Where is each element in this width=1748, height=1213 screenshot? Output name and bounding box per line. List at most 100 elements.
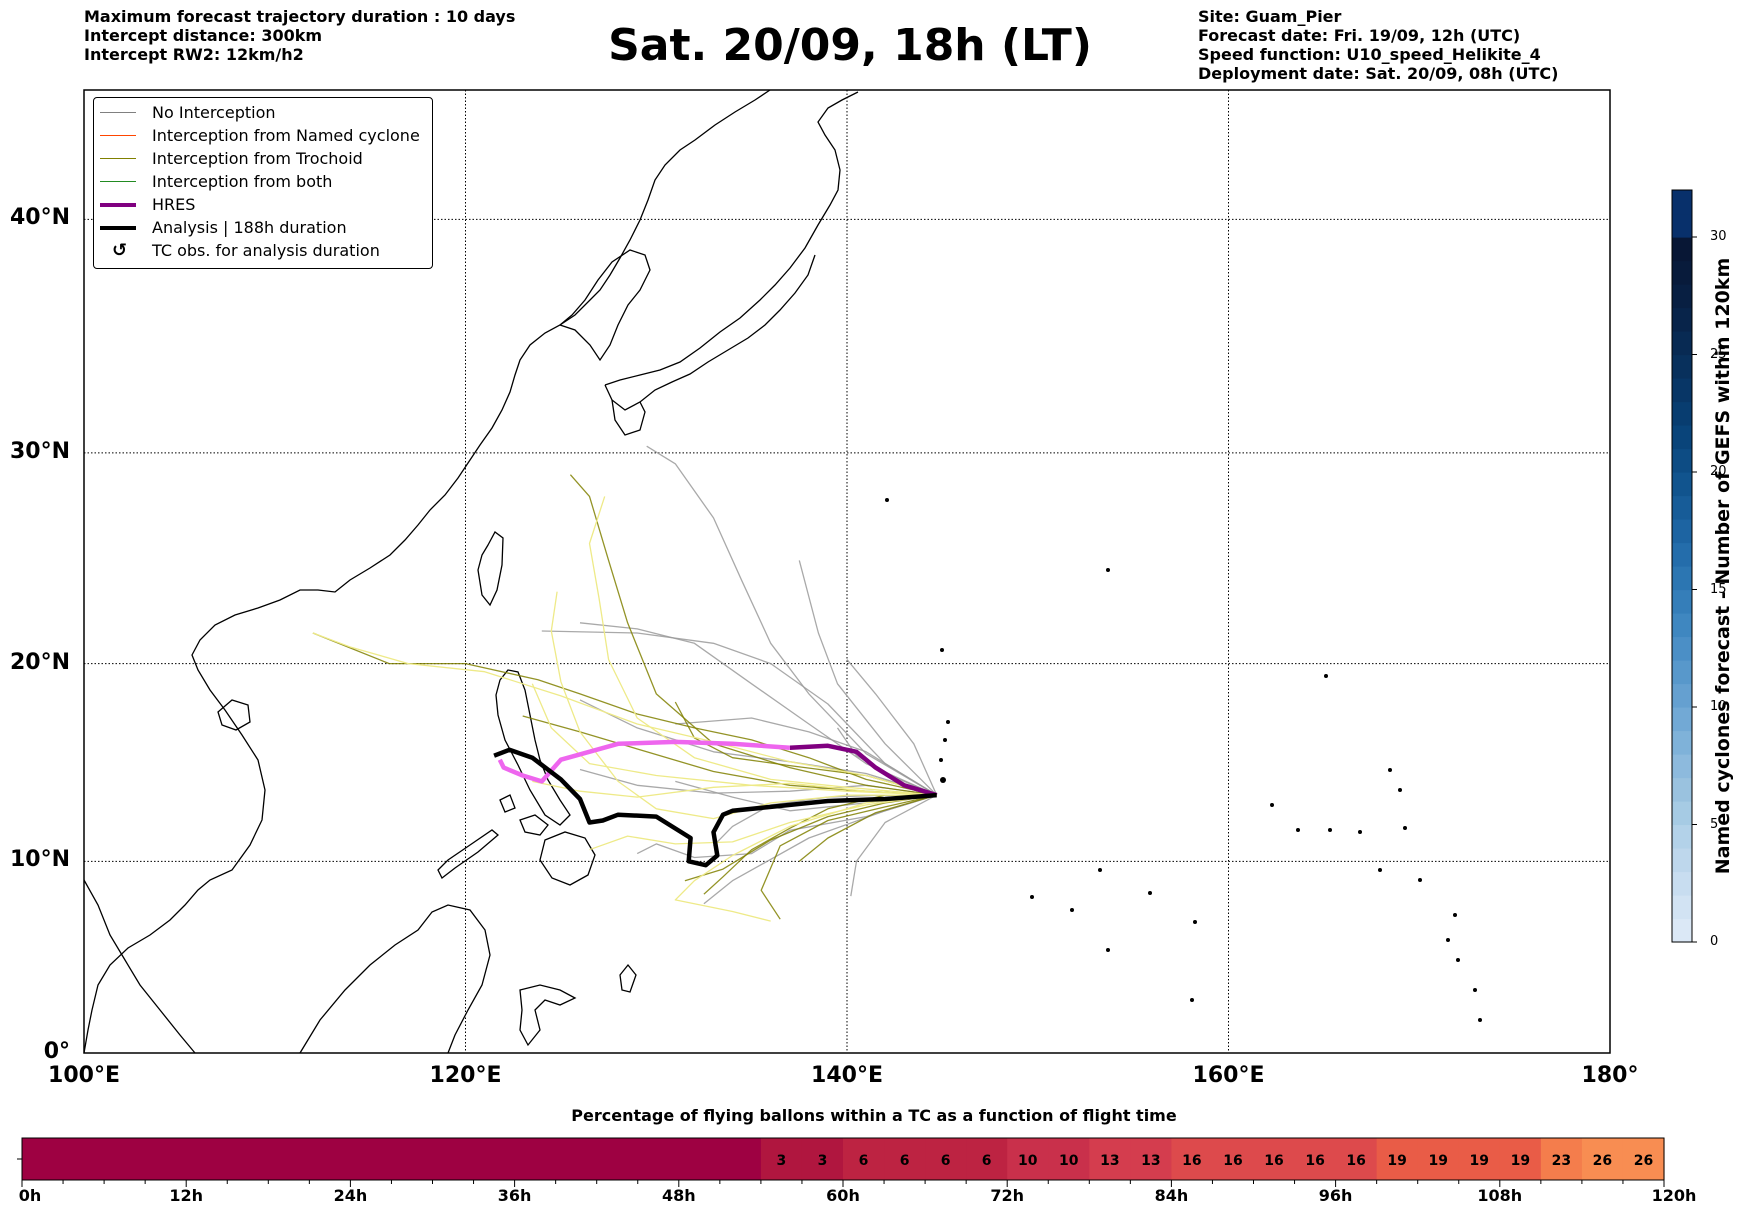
- header-line-intercept-distance: Intercept distance: 300km: [84, 26, 323, 45]
- colorbar-cell: [1672, 237, 1692, 262]
- timeline-segment: [1540, 1138, 1583, 1180]
- colorbar-cell: [1672, 730, 1692, 755]
- lon-label: 100°E: [48, 1063, 120, 1088]
- timeline-segment: [1171, 1138, 1214, 1180]
- ensemble-trajectory: [646, 445, 938, 796]
- header-right-info: Site: Guam_Pier Forecast date: Fri. 19/0…: [1198, 7, 1558, 83]
- lat-label: 40°N: [9, 205, 70, 231]
- tc-obs-icon: ↺: [112, 240, 128, 261]
- kyushu-coastline: [611, 399, 646, 436]
- timeline-segment: [1048, 1138, 1090, 1180]
- ensemble-trajectory: [312, 632, 937, 796]
- timeline-segment: [22, 1138, 762, 1180]
- palawan-coastline: [437, 829, 500, 879]
- japan-south-coast: [604, 254, 816, 411]
- ensemble-trajectory: [588, 496, 937, 796]
- colorbar-cell: [1672, 613, 1692, 638]
- header-line-intercept-rw2: Intercept RW2: 12km/h2: [84, 45, 304, 64]
- colorbar-cell: [1672, 754, 1692, 779]
- timeline-segment: [1294, 1138, 1337, 1180]
- timeline-segment-value: 6: [982, 1153, 992, 1169]
- pacific-islands: [885, 498, 1482, 1022]
- colorbar-cell: [1672, 519, 1692, 544]
- timeline-tick-label: 12h: [169, 1186, 204, 1205]
- legend: No Interception Interception from Named …: [93, 97, 433, 269]
- legend-label-no-interception: No Interception: [152, 103, 276, 122]
- colorbar-cell: [1672, 918, 1692, 943]
- ensemble-trajectory: [312, 632, 937, 796]
- timeline-tick-label: 96h: [1318, 1186, 1353, 1205]
- timeline-segment: [1458, 1138, 1501, 1180]
- legend-item-no-interception: No Interception: [100, 102, 425, 124]
- colorbar-cell: [1672, 566, 1692, 591]
- ensemble-trajectory: [550, 591, 937, 820]
- timeline-segment-value: 6: [941, 1153, 951, 1169]
- lat-label: 10°N: [9, 847, 70, 873]
- timeline-segment-value: 16: [1346, 1153, 1365, 1169]
- mainland-coastline: [83, 89, 771, 1054]
- map-gridlines: [84, 90, 1610, 1053]
- lon-label: 140°E: [811, 1063, 883, 1088]
- colorbar-cell: [1672, 190, 1692, 215]
- timeline-segment: [843, 1138, 885, 1180]
- colorbar-cell: [1672, 448, 1692, 473]
- ensemble-trajectory: [589, 794, 937, 851]
- ensemble-trajectory: [846, 659, 938, 796]
- timeline-segment-value: 16: [1223, 1153, 1242, 1169]
- colorbar-tick-label: 5: [1710, 816, 1719, 832]
- colorbar-tick-label: 30: [1710, 229, 1727, 244]
- colorbar-cell: [1672, 707, 1692, 732]
- colorbar-cell: [1672, 401, 1692, 426]
- colorbar-cell: [1672, 425, 1692, 450]
- timeline-segment-value: 6: [900, 1153, 910, 1169]
- ensemble-trajectory: [760, 794, 937, 920]
- ensemble-trajectory: [569, 474, 937, 796]
- legend-label-analysis: Analysis | 188h duration: [152, 218, 347, 237]
- colorbar-cell: [1672, 589, 1692, 614]
- colorbar-cell: [1672, 260, 1692, 285]
- timeline-tick-label: 72h: [990, 1186, 1025, 1205]
- timeline-segment: [884, 1138, 926, 1180]
- timeline-segment: [1376, 1138, 1419, 1180]
- borneo-coastline: [299, 904, 491, 1054]
- visayas-islands: [499, 794, 549, 836]
- japan-coastline: [604, 91, 859, 386]
- timeline-tick-label: 108h: [1477, 1186, 1523, 1205]
- timeline-segment-value: 10: [1059, 1153, 1079, 1169]
- timeline-segment: [1089, 1138, 1131, 1180]
- colorbar-label: Named cyclones forecast - Number of GEFS…: [1712, 257, 1734, 875]
- colorbar-cell: [1672, 472, 1692, 497]
- timeline-segment-value: 13: [1141, 1153, 1160, 1169]
- colorbar-cell: [1672, 895, 1692, 920]
- halmahera-coastline: [619, 963, 637, 993]
- legend-item-named-cyclone: Interception from Named cyclone: [100, 125, 425, 147]
- ensemble-trajectory: [531, 683, 937, 796]
- colorbar-cell: [1672, 777, 1692, 802]
- page-title: Sat. 20/09, 18h (LT): [608, 20, 1092, 71]
- legend-swatch-trochoid: [100, 158, 136, 159]
- timeline-segment: [925, 1138, 967, 1180]
- legend-item-hres: HRES: [100, 194, 425, 216]
- hres-trajectory-early: [789, 743, 938, 798]
- ensemble-trajectory: [850, 794, 938, 897]
- colorbar-cell: [1672, 378, 1692, 403]
- ensemble-trajectory: [636, 794, 937, 859]
- legend-label-tc-obs: TC obs. for analysis duration: [152, 241, 380, 260]
- legend-swatch-both: [100, 181, 136, 182]
- timeline-segment-value: 19: [1387, 1153, 1406, 1169]
- timeline-tick-label: 48h: [661, 1186, 696, 1205]
- malay-coastline: [83, 879, 196, 1054]
- colorbar-tick-label: 0: [1710, 934, 1719, 949]
- timeline-segment-value: 26: [1593, 1153, 1612, 1169]
- legend-swatch-hres: [100, 203, 136, 207]
- colorbar-tick-label: 10: [1710, 699, 1727, 714]
- legend-label-trochoid: Interception from Trochoid: [152, 149, 363, 168]
- lat-label: 30°N: [9, 438, 70, 464]
- timeline-segment: [801, 1138, 844, 1180]
- land-outlines: [83, 89, 1482, 1054]
- timeline-bar: 3 3 6 6 6 6 10 10 13 13 16 16 16 16 16 19 19 19 19 23 26 26: [17, 1137, 1665, 1187]
- colorbar-tick-label: 15: [1710, 581, 1727, 597]
- colorbar-border: [1671, 189, 1693, 943]
- timeline-segment: [1499, 1138, 1542, 1180]
- legend-swatch-named-cyclone: [100, 135, 136, 136]
